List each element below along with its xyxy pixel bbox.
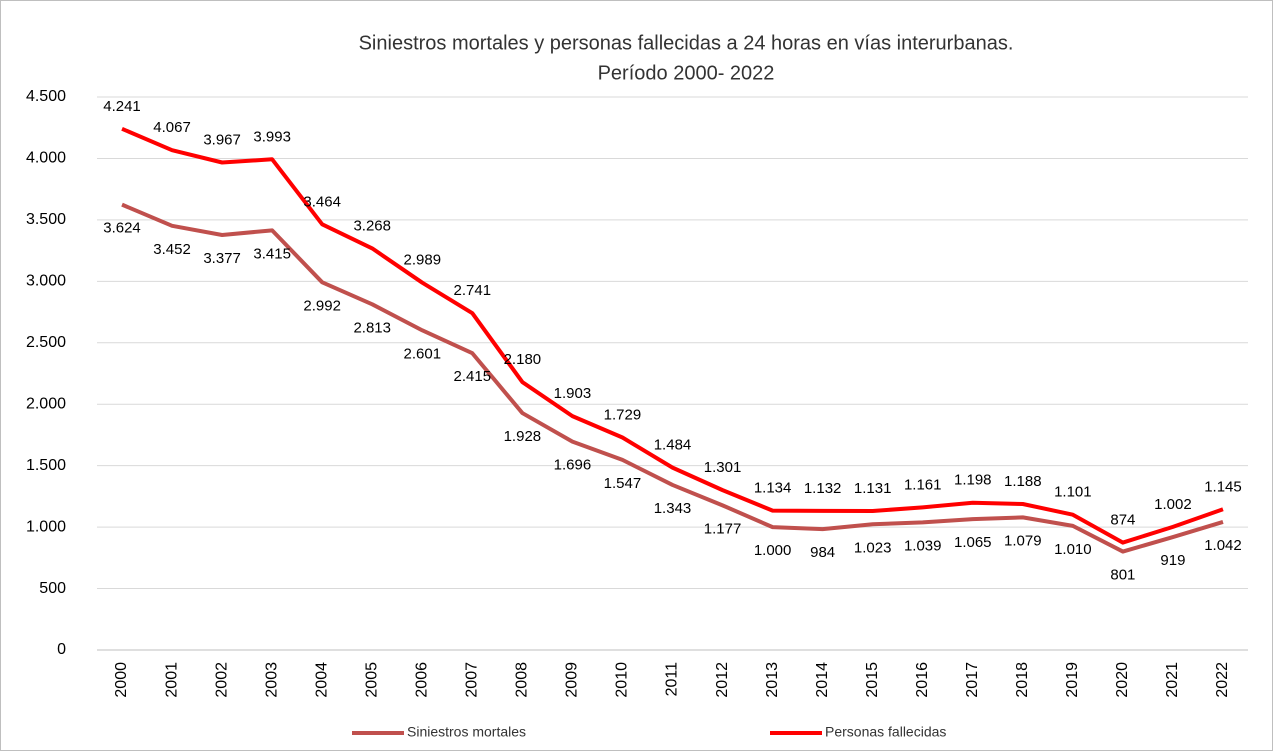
x-tick-label: 2020 — [1114, 662, 1131, 698]
data-label: 3.415 — [253, 245, 291, 262]
data-label: 874 — [1110, 512, 1135, 529]
data-label: 1.042 — [1204, 537, 1242, 554]
data-label: 1.928 — [504, 428, 542, 445]
data-label: 984 — [810, 544, 835, 561]
data-label: 3.464 — [303, 193, 341, 210]
data-label: 1.039 — [904, 537, 942, 554]
data-label: 2.813 — [353, 319, 391, 336]
data-label: 4.067 — [153, 119, 191, 136]
data-label: 1.484 — [654, 437, 692, 454]
x-tick-label: 2004 — [313, 662, 330, 698]
data-label: 2.989 — [404, 252, 442, 269]
data-label: 1.729 — [604, 406, 642, 423]
x-tick-label: 2003 — [263, 662, 280, 698]
series-line — [121, 126, 1224, 545]
data-label: 1.343 — [654, 500, 692, 517]
x-tick-label: 2011 — [664, 662, 681, 697]
data-label: 1.131 — [854, 480, 892, 497]
data-label: 1.145 — [1204, 478, 1242, 495]
x-tick-label: 2015 — [864, 662, 881, 698]
x-tick-label: 2007 — [464, 662, 481, 698]
data-label: 1.134 — [754, 480, 792, 497]
data-label: 1.301 — [704, 459, 742, 476]
x-tick-label: 2016 — [914, 662, 931, 698]
data-label: 1.023 — [854, 539, 892, 556]
y-tick-label: 4.500 — [26, 88, 66, 105]
y-tick-label: 3.500 — [26, 211, 66, 228]
series-line — [121, 202, 1224, 554]
data-label: 3.993 — [253, 128, 291, 145]
x-tick-label: 2010 — [614, 662, 631, 698]
data-label: 1.161 — [904, 476, 942, 493]
x-tick-label: 2005 — [363, 662, 380, 698]
data-label: 1.188 — [1004, 473, 1042, 490]
x-tick-label: 2000 — [113, 662, 130, 698]
y-tick-label: 2.000 — [26, 395, 66, 412]
data-label: 919 — [1160, 552, 1185, 569]
data-label: 2.415 — [454, 368, 492, 385]
x-tick-label: 2013 — [764, 662, 781, 698]
data-label: 1.002 — [1154, 496, 1192, 513]
x-tick-label: 2006 — [414, 662, 431, 698]
x-tick-label: 2019 — [1064, 662, 1081, 698]
data-label: 3.268 — [353, 217, 391, 234]
x-tick-label: 2012 — [714, 662, 731, 698]
x-tick-label: 2002 — [213, 662, 230, 698]
legend-label: Siniestros mortales — [407, 724, 526, 740]
x-tick-label: 2009 — [564, 662, 581, 698]
data-label: 1.079 — [1004, 532, 1042, 549]
data-label: 1.132 — [804, 480, 842, 497]
data-label: 1.010 — [1054, 541, 1092, 558]
data-label: 1.000 — [754, 542, 792, 559]
x-tick-label: 2018 — [1014, 662, 1031, 698]
data-label: 3.452 — [153, 241, 191, 258]
data-label: 1.101 — [1054, 484, 1092, 501]
data-label: 1.547 — [604, 475, 642, 492]
data-label: 1.065 — [954, 534, 992, 551]
data-label: 1.177 — [704, 520, 742, 537]
data-label: 2.992 — [303, 297, 341, 314]
x-tick-label: 2008 — [514, 662, 531, 698]
y-tick-label: 1.000 — [26, 518, 66, 535]
data-label: 2.180 — [504, 351, 542, 368]
y-tick-label: 0 — [57, 641, 66, 658]
x-tick-label: 2001 — [163, 662, 180, 698]
y-tick-label: 500 — [39, 580, 66, 597]
data-label: 1.903 — [554, 385, 592, 402]
y-tick-label: 4.000 — [26, 150, 66, 167]
chart-title: Período 2000- 2022 — [598, 62, 775, 84]
data-label: 2.601 — [404, 345, 442, 362]
y-tick-label: 3.000 — [26, 273, 66, 290]
x-tick-label: 2022 — [1214, 662, 1231, 698]
chart-title: Siniestros mortales y personas fallecida… — [359, 32, 1014, 54]
data-label: 1.198 — [954, 472, 992, 489]
data-label: 801 — [1110, 567, 1135, 584]
data-label: 4.241 — [103, 98, 141, 115]
y-tick-label: 1.500 — [26, 457, 66, 474]
x-tick-label: 2014 — [814, 662, 831, 698]
data-label: 1.696 — [554, 457, 592, 474]
data-label: 3.624 — [103, 220, 141, 237]
data-label: 3.377 — [203, 250, 241, 267]
legend-label: Personas fallecidas — [825, 724, 946, 740]
y-tick-label: 2.500 — [26, 334, 66, 351]
data-label: 3.967 — [203, 131, 241, 148]
data-label: 2.741 — [454, 282, 492, 299]
x-tick-label: 2017 — [964, 662, 981, 698]
x-tick-label: 2021 — [1164, 662, 1181, 698]
